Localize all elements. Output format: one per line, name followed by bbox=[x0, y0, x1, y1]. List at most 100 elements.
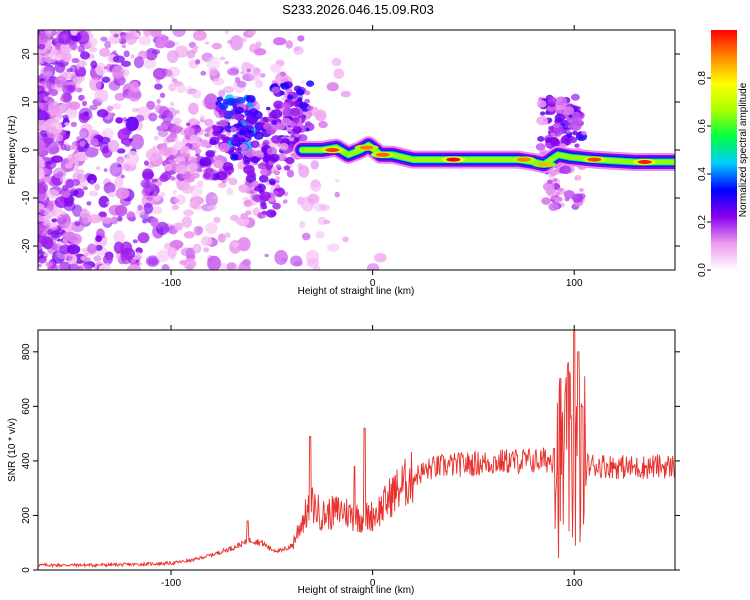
spectrogram-noise-cell bbox=[52, 167, 67, 179]
spectrogram-noise-cell bbox=[46, 189, 59, 199]
spectrogram-noise-cell bbox=[122, 120, 127, 125]
spectrogram-noise-cell bbox=[62, 51, 72, 63]
spectrogram-noise-cell bbox=[145, 255, 160, 267]
spectrogram-noise-cell bbox=[130, 133, 144, 150]
spectrogram-noise-cell bbox=[146, 196, 153, 201]
spectrogram-cluster-cell bbox=[555, 96, 567, 106]
spectrogram-cluster-cell bbox=[250, 140, 260, 149]
spectrogram-noise-cell bbox=[103, 66, 108, 69]
spectrogram-cluster-cell bbox=[579, 188, 584, 193]
spectrogram-noise-cell bbox=[43, 156, 51, 162]
spectrogram-cluster-cell bbox=[170, 176, 176, 181]
spectrogram-noise-cell bbox=[54, 75, 68, 88]
spectrogram-noise-cell bbox=[285, 40, 294, 49]
spectrogram-noise-cell bbox=[125, 150, 140, 166]
spectrogram-cluster-cell bbox=[254, 187, 260, 192]
spectrogram-noise-cell bbox=[62, 231, 77, 242]
spectrogram-noise-cell bbox=[112, 103, 122, 110]
spectrogram-cluster-cell bbox=[230, 114, 237, 120]
spectrogram-cluster-cell bbox=[217, 133, 225, 140]
spectrogram-y-tick-label: 0 bbox=[21, 147, 32, 153]
spectrogram-noise-cell bbox=[120, 174, 125, 179]
spectrogram-noise-cell bbox=[104, 40, 112, 49]
spectrogram-noise-cell bbox=[124, 140, 132, 148]
spectrogram-noise-cell bbox=[224, 30, 230, 35]
spectrogram-cluster-cell bbox=[545, 142, 552, 148]
spectrogram-noise-cell bbox=[168, 82, 177, 92]
spectrogram-cluster-cell bbox=[266, 165, 272, 171]
spectrogram-cluster-cell bbox=[232, 134, 238, 138]
spectrogram-noise-cell bbox=[172, 117, 182, 125]
spectrogram-noise-cell bbox=[62, 92, 72, 102]
spectrogram-cluster bbox=[190, 118, 235, 183]
spectrogram-noise-cell bbox=[331, 57, 342, 67]
spectrogram-noise-cell bbox=[38, 189, 46, 202]
spectrogram-noise-cell bbox=[173, 198, 180, 203]
spectrogram-cluster-cell bbox=[581, 130, 587, 136]
spectrogram-cluster-cell bbox=[196, 142, 202, 147]
spectrogram-noise-cell bbox=[107, 139, 120, 153]
snr-series-line bbox=[38, 330, 675, 569]
spectrogram-noise-cell bbox=[174, 45, 189, 58]
spectrogram-noise-cell bbox=[150, 217, 159, 228]
spectrogram-noise-cell bbox=[174, 222, 184, 231]
spectrogram-cluster-cell bbox=[203, 172, 211, 179]
spectrogram-noise-cell bbox=[79, 209, 91, 219]
spectrogram-cluster-cell bbox=[268, 197, 276, 203]
spectrogram-cluster-cell bbox=[287, 94, 294, 100]
spectrogram-noise-cell bbox=[143, 30, 152, 37]
spectrogram-cluster-cell bbox=[159, 123, 169, 131]
spectrogram-cluster-cell bbox=[265, 209, 277, 218]
spectrogram-noise-cell bbox=[142, 168, 154, 181]
spectrogram-noise-cell bbox=[54, 196, 69, 209]
spectrogram-cluster-cell bbox=[564, 138, 569, 142]
spectrogram-noise-cell bbox=[113, 33, 119, 38]
spectrogram-noise-cell bbox=[155, 221, 169, 235]
spectrogram-cluster-cell bbox=[181, 145, 190, 152]
spectrogram-hotspot bbox=[516, 157, 531, 162]
spectrogram-cluster-cell bbox=[545, 187, 556, 195]
spectrogram-noise-cell bbox=[44, 137, 53, 145]
spectrogram-noise-cell bbox=[66, 130, 71, 135]
spectrogram-cluster-cell bbox=[292, 125, 303, 134]
spectrogram-noise-cell bbox=[188, 102, 199, 115]
spectrogram-cluster-cell bbox=[273, 170, 281, 176]
spectrogram-noise-cell bbox=[76, 60, 87, 68]
spectrogram-noise-cell bbox=[95, 62, 107, 76]
spectrogram-cluster-cell bbox=[555, 196, 563, 203]
snr-x-label: Height of straight line (km) bbox=[298, 585, 415, 596]
spectrogram-noise-cell bbox=[138, 35, 151, 46]
spectrogram-cluster-cell bbox=[166, 135, 176, 143]
spectrogram-noise-cell bbox=[50, 230, 63, 239]
spectrogram-noise-cell bbox=[323, 219, 331, 225]
spectrogram-noise-cell bbox=[93, 255, 102, 262]
spectrogram-noise-cell bbox=[280, 71, 286, 77]
snr-y-tick-label: 400 bbox=[21, 452, 32, 469]
spectrogram-cluster-cell bbox=[306, 80, 315, 87]
spectrogram-noise-cell bbox=[282, 199, 288, 204]
spectrogram-cluster-cell bbox=[572, 130, 578, 136]
spectrogram-noise-cell bbox=[274, 250, 288, 265]
spectrogram-noise-cell bbox=[326, 82, 339, 92]
spectrogram-cluster-cell bbox=[294, 133, 300, 138]
spectrogram-cluster-cell bbox=[289, 107, 301, 117]
spectrogram-cluster-cell bbox=[259, 169, 268, 175]
spectrogram-noise-cell bbox=[208, 67, 218, 77]
spectrogram-noise-cell bbox=[193, 225, 203, 236]
snr-frame bbox=[37, 329, 676, 571]
spectrogram-cluster-cell bbox=[253, 131, 264, 140]
spectrogram-noise-cell bbox=[112, 50, 117, 53]
spectrogram-noise-cell bbox=[224, 61, 229, 65]
snr-x-tick-label: 100 bbox=[566, 578, 583, 589]
spectrogram-cluster-cell bbox=[557, 128, 566, 135]
spectrogram-hotspot bbox=[536, 162, 551, 167]
spectrogram-cluster-cell bbox=[554, 113, 566, 123]
spectrogram-noise-cell bbox=[125, 32, 137, 45]
spectrogram-noise-cell bbox=[68, 101, 81, 110]
snr-y-tick-label: 600 bbox=[21, 398, 32, 415]
spectrogram-cluster-cell bbox=[547, 179, 553, 185]
spectrogram-noise-cell bbox=[181, 184, 194, 195]
spectrogram-hotspot bbox=[359, 145, 374, 150]
spectrogram-cluster-cell bbox=[188, 163, 199, 172]
